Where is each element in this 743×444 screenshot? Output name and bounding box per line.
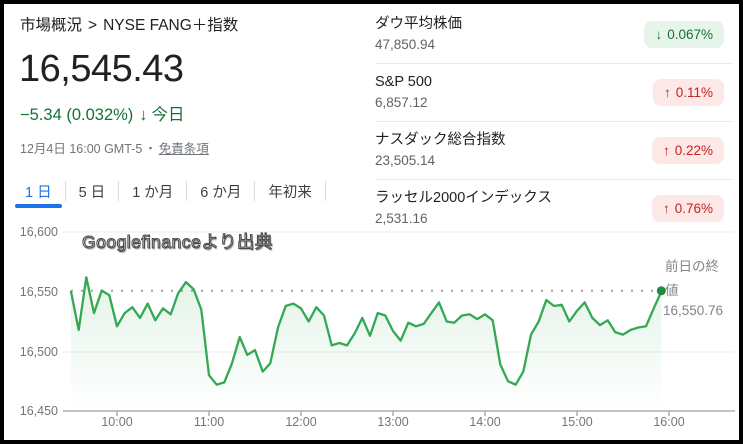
market-indices-list: ダウ平均株価 47,850.94 ↓ 0.067% S&P 500 6,857.1…	[375, 6, 733, 237]
list-item-dow[interactable]: ダウ平均株価 47,850.94 ↓ 0.067%	[375, 6, 733, 63]
y-axis-tick-label: 16,550	[19, 285, 58, 299]
breadcrumb-market-overview[interactable]: 市場概況	[20, 17, 83, 34]
price-chart[interactable]	[4, 4, 739, 440]
index-name: ナスダック総合指数	[375, 132, 506, 148]
list-item-russell2000[interactable]: ラッセル2000インデックス 2,531.16 ↑ 0.76%	[375, 179, 733, 237]
change-badge: ↑ 0.76%	[651, 194, 724, 222]
change-percent: 0.11%	[675, 84, 713, 100]
previous-close-value: 16,550.76	[663, 303, 724, 318]
x-axis-tick-label: 11:00	[193, 415, 225, 429]
x-axis-tick-label: 13:00	[377, 415, 409, 429]
tab-5d-label: 5 日	[78, 184, 106, 201]
breadcrumb-separator: >	[88, 17, 98, 34]
index-value: 6,857.12	[375, 95, 428, 110]
down-arrow-icon: ↓	[139, 106, 148, 124]
breadcrumb-index-name: NYSE FANG＋指数	[103, 17, 239, 34]
y-axis-tick-label: 16,500	[19, 345, 58, 359]
tab-divider	[118, 181, 120, 201]
index-name: ラッセル2000インデックス	[375, 190, 552, 206]
up-arrow-icon: ↑	[662, 200, 670, 216]
list-item-sp500[interactable]: S&P 500 6,857.12 ↑ 0.11%	[375, 63, 733, 121]
change-percent: 0.22%	[674, 142, 713, 158]
dot-separator: ・	[144, 142, 157, 156]
index-price: 16,545.43	[19, 48, 184, 90]
change-badge: ↓ 0.067%	[644, 20, 724, 48]
index-name: ダウ平均株価	[375, 16, 462, 32]
price-change-period: 今日	[151, 106, 185, 124]
y-axis-tick-label: 16,600	[19, 225, 58, 239]
tab-ytd-label: 年初来	[268, 184, 312, 201]
tab-ytd[interactable]: 年初来	[255, 177, 325, 205]
quote-timestamp: 12月4日 16:00 GMT-5	[20, 142, 143, 156]
x-axis-tick-label: 12:00	[285, 415, 317, 429]
change-percent: 0.76%	[674, 200, 713, 216]
active-tab-underline	[15, 204, 62, 208]
index-value: 2,531.16	[375, 211, 428, 226]
change-percent: 0.067%	[667, 26, 713, 42]
x-axis-tick-label: 16:00	[653, 415, 685, 429]
change-badge: ↑ 0.22%	[651, 136, 724, 164]
up-arrow-icon: ↑	[662, 142, 670, 158]
tab-1d[interactable]: 1 日	[12, 177, 65, 208]
index-value: 23,505.14	[375, 153, 436, 168]
tab-1m[interactable]: 1 か月	[119, 177, 186, 205]
change-badge: ↑ 0.11%	[652, 78, 724, 106]
index-value: 47,850.94	[375, 37, 436, 52]
tab-1d-label: 1 日	[25, 184, 52, 201]
y-axis-tick-label: 16,450	[19, 404, 58, 418]
price-change-row: −5.34 (0.032%) ↓ 今日	[20, 101, 185, 125]
x-axis-tick-label: 14:00	[469, 415, 501, 429]
time-range-tabs: 1 日 5 日 1 か月 6 か月 年初来	[12, 177, 326, 208]
breadcrumb: 市場概況 > NYSE FANG＋指数	[20, 13, 238, 35]
tab-6m[interactable]: 6 か月	[187, 177, 254, 205]
tab-divider	[254, 181, 256, 201]
x-axis-tick-label: 15:00	[561, 415, 593, 429]
previous-close-label: 前日の終値	[665, 259, 719, 298]
price-change-value: −5.34 (0.032%)	[20, 106, 134, 124]
down-arrow-icon: ↓	[655, 26, 663, 42]
tab-divider	[324, 181, 326, 201]
x-axis-tick-label: 10:00	[101, 415, 133, 429]
list-item-nasdaq[interactable]: ナスダック総合指数 23,505.14 ↑ 0.22%	[375, 121, 733, 179]
tab-divider	[186, 181, 188, 201]
source-attribution-watermark: Googlefinanceより出典	[81, 231, 274, 252]
tab-divider	[64, 181, 66, 201]
tab-5d[interactable]: 5 日	[66, 177, 119, 205]
up-arrow-icon: ↑	[663, 84, 671, 100]
tab-1m-label: 1 か月	[132, 184, 174, 201]
quote-timestamp-row: 12月4日 16:00 GMT-5 ・免責条項	[20, 138, 209, 157]
disclaimer-link[interactable]: 免責条項	[158, 142, 209, 156]
tab-6m-label: 6 か月	[200, 184, 242, 201]
index-name: S&P 500	[375, 74, 432, 90]
